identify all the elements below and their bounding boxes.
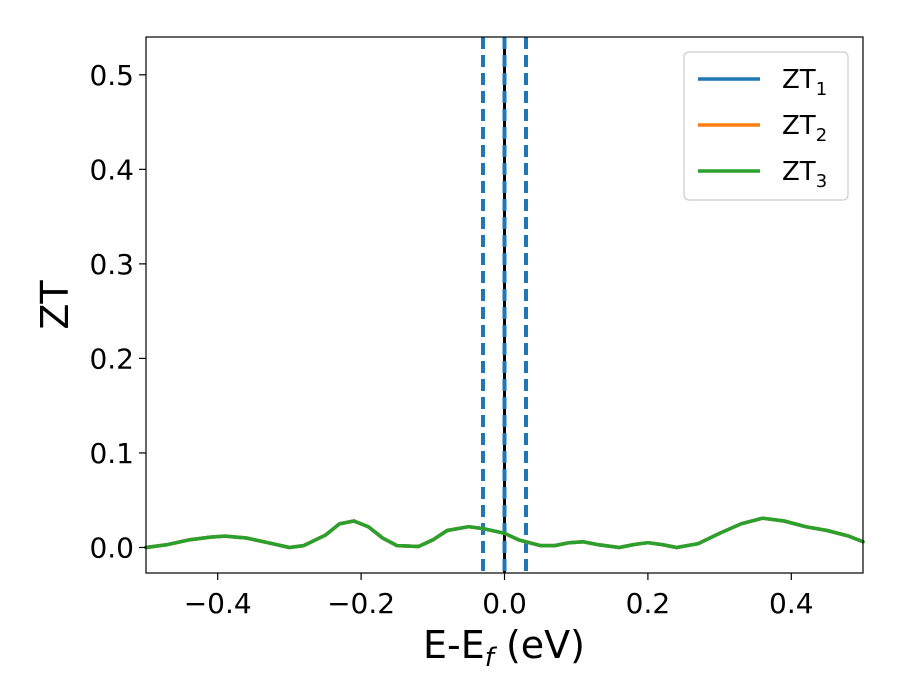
legend-label-3: ZT3: [782, 157, 827, 192]
y-tick-label: 0.5: [89, 59, 134, 92]
y-tick-label: 0.2: [89, 342, 134, 375]
x-tick-label: −0.2: [327, 587, 395, 620]
x-tick-label: 0.0: [482, 587, 527, 620]
series-line-3: [144, 516, 865, 550]
series-lines: [144, 516, 865, 550]
x-tick-label: 0.2: [626, 587, 671, 620]
y-tick-label: 0.4: [89, 153, 134, 186]
y-tick-label: 0.1: [89, 437, 134, 470]
y-axis-ticks: 0.0 0.1 0.2 0.3 0.4 0.5: [89, 59, 146, 564]
x-tick-label: 0.4: [769, 587, 814, 620]
y-axis-label: ZT: [33, 280, 77, 330]
vertical-lines: [480, 37, 529, 573]
x-axis-ticks: −0.4 −0.2 0.0 0.2 0.4: [184, 573, 814, 620]
legend-box: [683, 51, 849, 201]
y-tick-label: 0.0: [89, 531, 134, 564]
x-tick-label: −0.4: [184, 587, 252, 620]
y-tick-label: 0.3: [89, 248, 134, 281]
x-axis-label: E-Ef (eV): [423, 623, 585, 673]
